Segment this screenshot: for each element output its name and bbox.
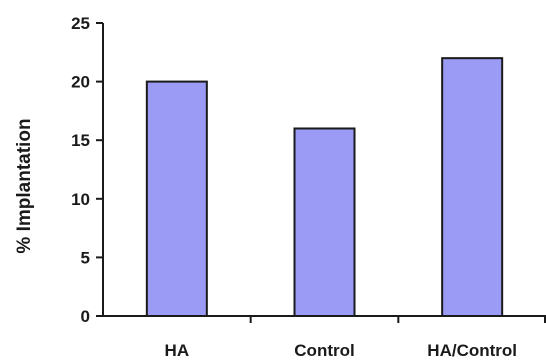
x-tick-label: HA/Control	[427, 341, 517, 360]
x-tick-label: HA	[165, 341, 190, 360]
y-tick-label: 25	[71, 14, 90, 33]
bar-ha-control	[441, 57, 504, 317]
y-tick-label: 10	[71, 190, 90, 209]
bar-control	[293, 127, 356, 317]
y-tick-label: 20	[71, 73, 90, 92]
axes-group: HA Control HA/Control 0 5 10 15 20 25	[71, 14, 546, 360]
bar-ha	[145, 80, 208, 317]
y-tick-label: 5	[81, 248, 90, 267]
y-tick-label: 0	[81, 307, 90, 326]
bars-group	[145, 57, 504, 317]
y-axis-title: % Implantation	[14, 118, 35, 253]
x-tick-label: Control	[294, 341, 354, 360]
y-tick-label: 15	[71, 131, 90, 150]
